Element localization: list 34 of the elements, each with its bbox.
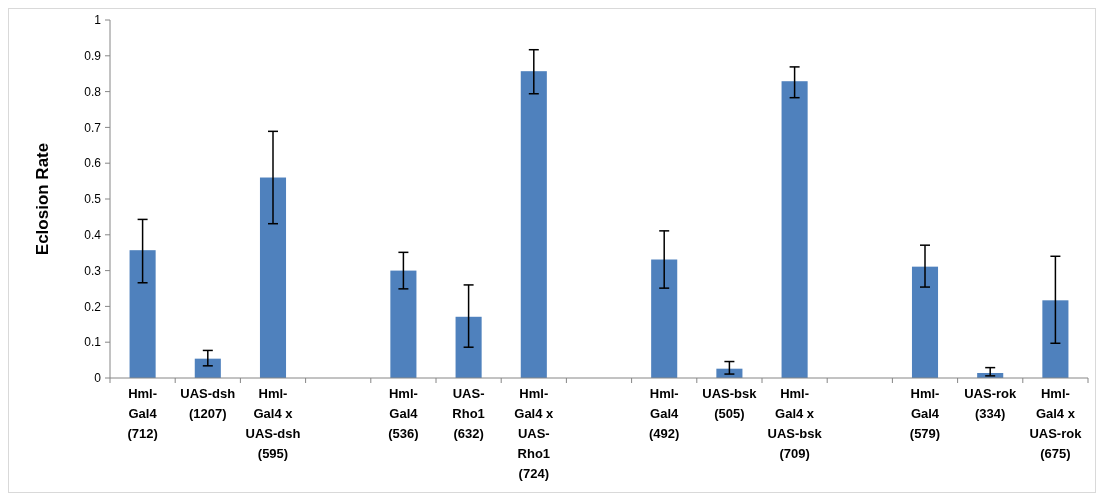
bar (651, 259, 678, 378)
x-tick-label: UAS-rok (334) (964, 386, 1017, 421)
bar (520, 71, 547, 378)
x-tick-label: Hml- Gal4 x UAS-bsk (709) (767, 386, 823, 461)
bar (259, 177, 287, 378)
bar (129, 250, 156, 378)
bar (1042, 300, 1069, 378)
x-tick-label: Hml- Gal4 (579) (909, 386, 941, 441)
y-tick-label: 0.7 (84, 120, 102, 135)
x-tick-label: Hml- Gal4 (536) (388, 386, 419, 441)
bar (781, 81, 808, 378)
y-tick-label: 0.1 (84, 335, 102, 350)
x-tick-label: Hml- Gal4 x UAS-dsh (595) (245, 386, 301, 461)
y-tick-label: 0.5 (84, 192, 102, 207)
x-tick-label: UAS- Rho1 (632) (452, 386, 485, 441)
bar (194, 358, 221, 378)
y-tick-label: 0.6 (84, 156, 102, 171)
y-tick-label: 0.8 (84, 84, 102, 99)
y-tick-label: 0.3 (84, 263, 102, 278)
x-tick-label: Hml- Gal4 (492) (649, 386, 680, 441)
x-tick-label: UAS-bsk (505) (702, 386, 758, 421)
y-tick-label: 0.4 (84, 228, 102, 242)
y-tick-label: 0.2 (84, 299, 102, 314)
y-tick-label: 1 (94, 13, 102, 28)
x-tick-label: Hml- Gal4 (712) (127, 386, 158, 441)
bar (390, 270, 417, 378)
x-tick-label: Hml- Gal4 x UAS-rok (675) (1029, 386, 1083, 461)
bar (455, 316, 482, 378)
y-tick-label: 0.9 (84, 49, 102, 63)
bar (911, 266, 939, 378)
y-tick-label: 0 (94, 371, 102, 386)
x-tick-label: UAS-dsh (1207) (180, 386, 236, 421)
y-axis-title: Eclosion Rate (33, 142, 52, 256)
x-tick-label: Hml- Gal4 x UAS- Rho1 (724) (514, 386, 555, 481)
